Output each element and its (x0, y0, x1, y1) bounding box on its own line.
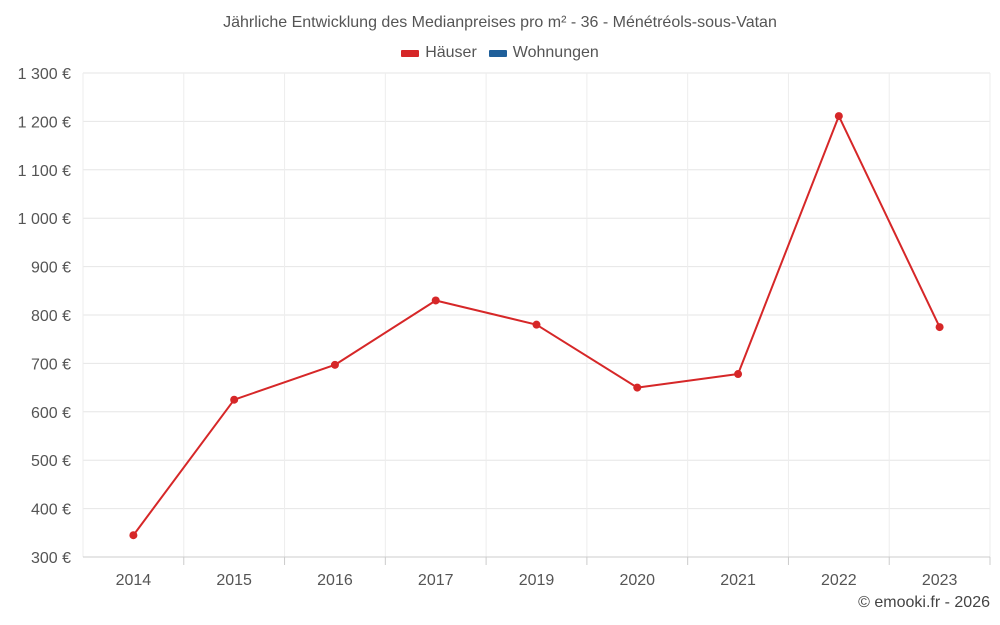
y-tick-label: 1 200 € (18, 114, 71, 131)
y-tick-label: 900 € (31, 260, 71, 277)
y-tick-label: 600 € (31, 405, 71, 422)
y-tick-label: 700 € (31, 356, 71, 373)
data-point[interactable] (935, 323, 944, 332)
y-tick-label: 1 300 € (18, 66, 71, 83)
data-point[interactable] (431, 296, 440, 305)
y-tick-label: 500 € (31, 453, 71, 470)
legend-swatch-houses (401, 49, 420, 57)
x-tick-label: 2016 (317, 572, 353, 589)
data-point[interactable] (230, 395, 239, 404)
legend-label-apartments: Wohnungen (512, 44, 599, 61)
chart-title: Jährliche Entwicklung des Medianpreises … (223, 14, 777, 31)
y-tick-label: 800 € (31, 308, 71, 325)
x-tick-label: 2023 (922, 572, 958, 589)
series-layer (129, 112, 944, 540)
legend-item-apartments[interactable]: Wohnungen (488, 44, 599, 62)
data-point[interactable] (734, 370, 743, 379)
x-tick-label: 2019 (519, 572, 555, 589)
x-tick-label: 2014 (116, 572, 152, 589)
x-tick-label: 2015 (216, 572, 252, 589)
legend-label-houses: Häuser (425, 44, 477, 61)
credit-text: © emooki.fr - 2026 (858, 594, 990, 611)
x-tick-label: 2017 (418, 572, 454, 589)
x-tick-label: 2020 (619, 572, 655, 589)
axis-layer: 300 € 400 € 500 € 600 € 700 € 800 € 900 € 1 000… (18, 66, 991, 589)
x-tick-label: 2021 (720, 572, 756, 589)
legend-swatch-apartments (488, 49, 507, 57)
data-point[interactable] (129, 531, 138, 540)
grid-layer (82, 72, 991, 558)
y-tick-label: 400 € (31, 502, 71, 519)
data-point[interactable] (532, 320, 541, 329)
y-tick-label: 300 € (31, 550, 71, 567)
y-tick-label: 1 100 € (18, 163, 71, 180)
data-point[interactable] (834, 112, 843, 121)
data-point[interactable] (633, 383, 642, 392)
legend-item-houses[interactable]: Häuser (401, 44, 477, 62)
x-tick-label: 2022 (821, 572, 857, 589)
data-point[interactable] (330, 360, 339, 369)
y-tick-label: 1 000 € (18, 211, 71, 228)
chart-legend: Häuser Wohnungen (0, 44, 1000, 62)
